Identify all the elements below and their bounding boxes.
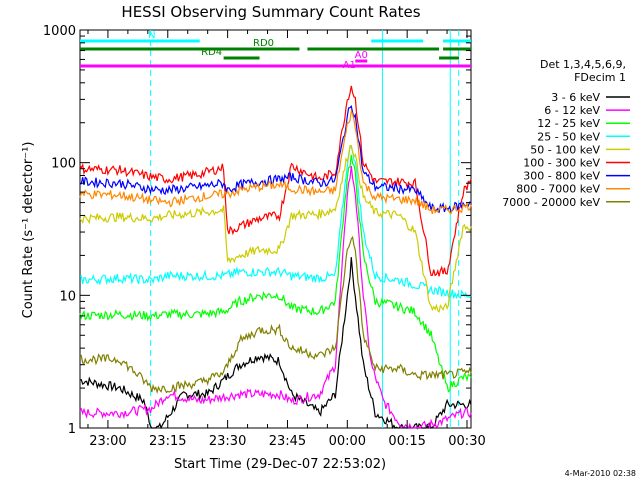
- legend-label: 100 - 300 keV: [523, 157, 600, 170]
- y-tick-label: 1000: [43, 24, 76, 39]
- series-line: [79, 146, 472, 300]
- legend-label: 12 - 25 keV: [537, 117, 600, 130]
- x-tick-label: 23:30: [209, 434, 246, 449]
- series-line: [79, 85, 472, 277]
- state-bar-label: RD4: [201, 47, 222, 58]
- legend-label: 25 - 50 keV: [537, 130, 600, 143]
- series-line: [79, 154, 472, 393]
- footer-date: 4-Mar-2010 02:38: [565, 469, 636, 478]
- axes: 23:00 23:15 23:30 23:45 00:00 00:15 00:30 1 10 10…: [43, 24, 486, 449]
- y-axis-label: Count Rate (s⁻¹ detector⁻¹): [21, 142, 36, 319]
- state-bar-label: A1: [343, 60, 356, 71]
- legend-header: FDecim 1: [574, 71, 626, 84]
- x-axis-label: Start Time (29-Dec-07 22:53:02): [174, 457, 386, 472]
- x-tick-label: 23:15: [149, 434, 186, 449]
- series-line: [79, 235, 472, 395]
- plot-frame: [79, 29, 472, 429]
- state-bar-label: N: [148, 30, 155, 41]
- legend-label: 50 - 100 keV: [530, 143, 600, 156]
- legend-label: 800 - 7000 keV: [516, 183, 600, 196]
- series-line: [79, 108, 472, 215]
- state-bar-label: A0: [355, 50, 368, 61]
- legend-label: 6 - 12 keV: [544, 104, 600, 117]
- y-tick-label: 1: [68, 422, 76, 437]
- series-line: [80, 105, 472, 214]
- x-tick-label: 00:00: [329, 434, 366, 449]
- x-tick-label: 00:30: [448, 434, 485, 449]
- legend-header: Det 1,3,4,5,6,9,: [540, 58, 626, 71]
- legend-label: 7000 - 20000 keV: [502, 196, 600, 209]
- state-bar-label: RD0: [253, 38, 274, 49]
- series-line: [79, 144, 472, 313]
- legend-label: 3 - 6 keV: [551, 91, 600, 104]
- series-group: [79, 85, 472, 431]
- y-tick-label: 100: [51, 157, 76, 172]
- x-tick-label: 23:45: [269, 434, 306, 449]
- vertical-markers: [150, 30, 460, 428]
- x-tick-label: 00:15: [388, 434, 425, 449]
- series-line: [79, 165, 472, 430]
- y-tick-label: 10: [59, 289, 76, 304]
- x-tick-label: 23:00: [89, 434, 126, 449]
- chart-title: HESSI Observing Summary Count Rates: [121, 3, 420, 21]
- legend-label: 300 - 800 keV: [523, 170, 600, 183]
